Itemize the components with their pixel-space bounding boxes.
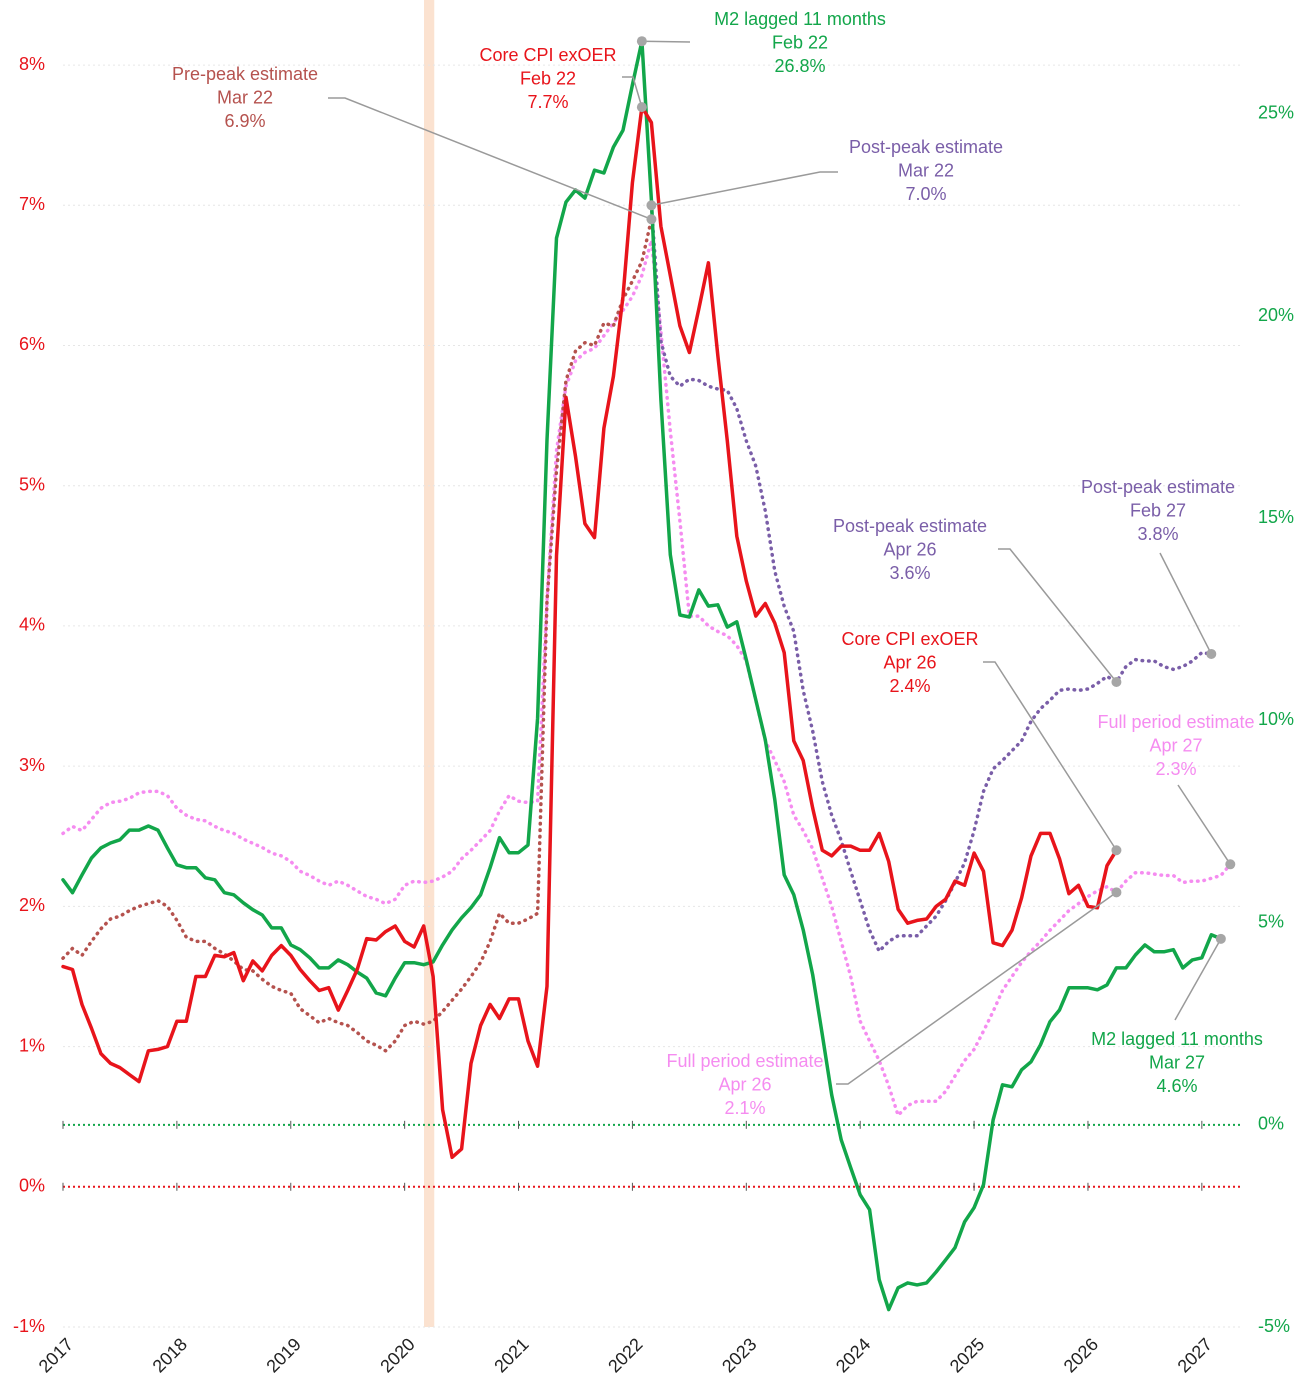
x-tick-label: 2026 — [1060, 1334, 1102, 1376]
x-tick-label: 2019 — [262, 1334, 304, 1376]
annotation-text: Apr 27 — [1149, 735, 1202, 755]
y-tick-label: 2% — [19, 895, 45, 915]
annotation-text: Post-peak estimate — [833, 516, 987, 536]
annotation-point — [636, 102, 647, 113]
annotation-text: 3.6% — [889, 563, 930, 583]
annotation-text: Apr 26 — [883, 652, 936, 672]
series-line — [61, 105, 1119, 1160]
annotation-text: Feb 22 — [772, 32, 828, 52]
x-tick-label: 2027 — [1174, 1334, 1216, 1376]
annotation-text: M2 lagged 11 months — [714, 9, 886, 29]
x-tick-label: 2023 — [718, 1334, 760, 1376]
annotation-point — [1225, 859, 1236, 870]
annotation-point — [1111, 887, 1122, 898]
annotation-point — [646, 214, 657, 225]
y-tick-label: 0% — [19, 1176, 45, 1196]
annotation-text: 3.8% — [1137, 524, 1178, 544]
annotation-text: Feb 22 — [520, 68, 576, 88]
annotation-text: 6.9% — [224, 111, 265, 131]
annotation-text: Apr 26 — [718, 1074, 771, 1094]
y2-tick-label: 25% — [1258, 103, 1294, 123]
y2-tick-label: 10% — [1258, 709, 1294, 729]
y-tick-label: 3% — [19, 755, 45, 775]
x-tick-label: 2020 — [376, 1334, 418, 1376]
y-tick-label: 8% — [19, 54, 45, 74]
series-line — [61, 217, 654, 1053]
y-tick-label: 1% — [19, 1035, 45, 1055]
y-tick-label: 4% — [19, 615, 45, 635]
annotation-text: Full period estimate — [1097, 712, 1254, 732]
x-tick-label: 2022 — [604, 1334, 646, 1376]
annotation-text: 2.1% — [724, 1098, 765, 1118]
x-tick-label: 2017 — [35, 1334, 77, 1376]
annotation-leader — [622, 76, 643, 108]
y2-tick-label: 15% — [1258, 507, 1294, 527]
shaded-period — [424, 0, 435, 1327]
annotation-text: Pre-peak estimate — [172, 64, 318, 84]
y-tick-label: -1% — [13, 1316, 45, 1336]
annotation-text: Core CPI exOER — [479, 45, 616, 65]
annotation-text: 2.4% — [889, 676, 930, 696]
annotation-point — [636, 36, 647, 47]
series-line — [61, 39, 1223, 1312]
annotation-text: 2.3% — [1155, 759, 1196, 779]
annotation-point — [1111, 677, 1122, 688]
y-tick-label: 5% — [19, 474, 45, 494]
y2-tick-label: 20% — [1258, 305, 1294, 325]
annotation-point — [646, 200, 657, 211]
x-tick-label: 2024 — [832, 1334, 874, 1376]
annotation-leader — [651, 171, 838, 207]
annotation-text: Mar 27 — [1149, 1052, 1205, 1072]
annotation-text: Apr 26 — [883, 539, 936, 559]
y-tick-label: 6% — [19, 334, 45, 354]
annotation-text: 26.8% — [774, 56, 825, 76]
x-tick-label: 2021 — [490, 1334, 532, 1376]
annotation-text: Mar 22 — [898, 160, 954, 180]
annotation-leader — [983, 661, 1118, 851]
annotation-leader — [1177, 784, 1231, 865]
annotation-text: M2 lagged 11 months — [1091, 1029, 1263, 1049]
annotation-point — [1111, 845, 1122, 856]
x-tick-label: 2018 — [149, 1334, 191, 1376]
annotation-text: 4.6% — [1156, 1076, 1197, 1096]
annotation-leader — [641, 40, 691, 43]
y2-tick-label: 0% — [1258, 1114, 1284, 1134]
annotation-text: Post-peak estimate — [1081, 477, 1235, 497]
y-tick-label: 7% — [19, 194, 45, 214]
series-line — [61, 238, 1233, 1118]
annotation-leader — [1159, 552, 1212, 655]
annotation-text: Post-peak estimate — [849, 137, 1003, 157]
annotation-leader — [836, 891, 1117, 1085]
annotation-leader — [1174, 938, 1222, 1021]
y2-tick-label: -5% — [1258, 1316, 1290, 1336]
annotation-text: 7.0% — [905, 184, 946, 204]
series-line — [649, 203, 1214, 953]
annotation-point — [1206, 648, 1217, 659]
annotation-point — [1215, 933, 1226, 944]
y2-tick-label: 5% — [1258, 911, 1284, 931]
x-tick-label: 2025 — [946, 1334, 988, 1376]
annotation-leader — [998, 548, 1118, 683]
annotation-text: Core CPI exOER — [841, 629, 978, 649]
annotation-text: Feb 27 — [1130, 500, 1186, 520]
annotation-text: Full period estimate — [666, 1051, 823, 1071]
annotation-text: 7.7% — [527, 92, 568, 112]
annotation-text: Mar 22 — [217, 87, 273, 107]
annotation-leader — [328, 97, 652, 220]
